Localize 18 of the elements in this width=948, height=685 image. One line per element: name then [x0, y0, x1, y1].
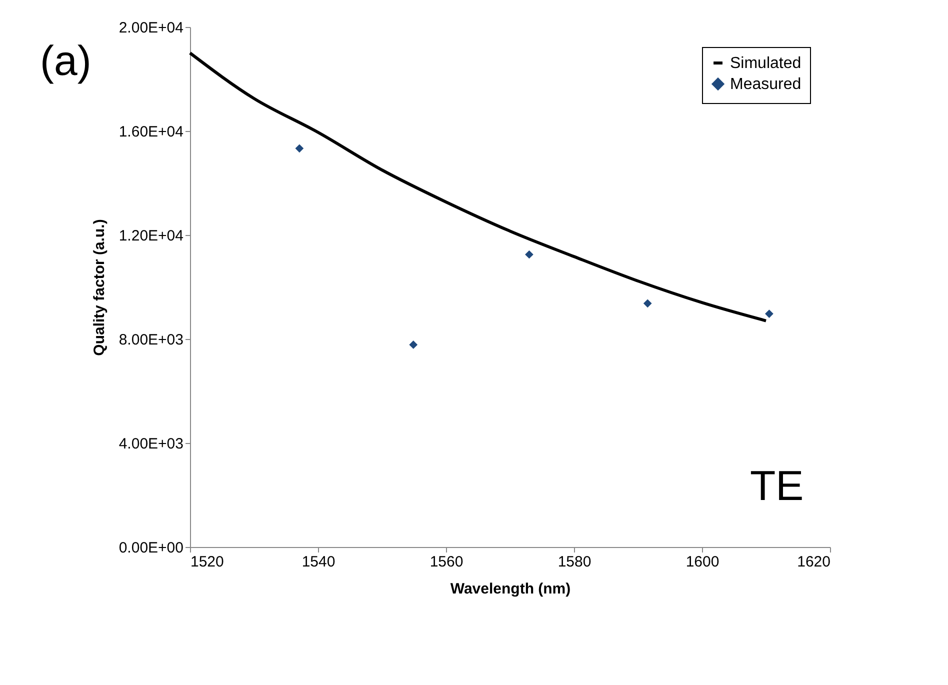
y-tick-label: 1.60E+04: [118, 124, 184, 140]
y-tick-label: 0.00E+00: [118, 540, 184, 556]
annotation: TE: [750, 462, 804, 509]
y-tick-label: 1.20E+04: [118, 228, 184, 244]
legend-label: Simulated: [730, 55, 802, 72]
y-tick-label: 2.00E+04: [118, 20, 184, 36]
x-tick-label: 1540: [302, 554, 336, 570]
y-tick-label: 8.00E+03: [118, 332, 184, 348]
x-tick-label: 1560: [430, 554, 464, 570]
x-tick-label: 1620: [797, 554, 830, 570]
y-axis-title: Quality factor (a.u.): [90, 219, 108, 356]
x-tick-label: 1520: [190, 554, 224, 570]
y-tick-label: 4.00E+03: [118, 436, 184, 452]
text: (a): [40, 37, 92, 84]
x-axis-title: Wavelength (nm): [450, 580, 571, 598]
x-tick-label: 1600: [686, 554, 720, 570]
x-tick-label: 1580: [558, 554, 592, 570]
legend-label: Measured: [730, 76, 802, 93]
